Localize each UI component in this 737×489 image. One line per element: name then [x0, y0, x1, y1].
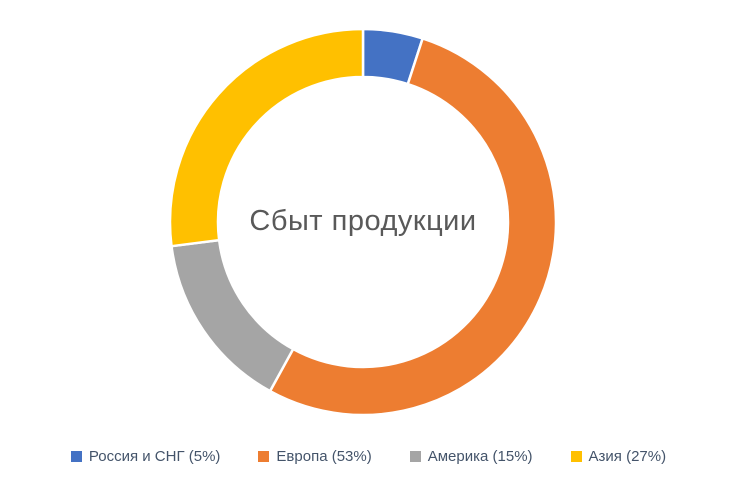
chart-title: Сбыт продукции — [249, 204, 477, 237]
legend-label: Европа (53%) — [276, 448, 372, 465]
legend-item-2: Европа (53%) — [258, 448, 372, 465]
legend-label: Америка (15%) — [427, 448, 533, 465]
legend-item-4: Азия (27%) — [570, 448, 667, 465]
legend-item-1: Россия и СНГ (5%) — [70, 448, 221, 465]
legend-swatch-icon — [409, 451, 421, 462]
donut-segment-4 — [168, 27, 365, 248]
legend-swatch-icon — [258, 451, 270, 462]
chart-legend: Россия и СНГ (5%) Европа (53%) Америка (15… — [0, 448, 737, 465]
legend-label: Россия и СНГ (5%) — [88, 448, 221, 465]
legend-swatch-icon — [70, 451, 82, 462]
donut-segment-2 — [268, 37, 558, 417]
legend-swatch-icon — [570, 451, 582, 462]
legend-label: Азия (27%) — [588, 448, 667, 465]
legend-item-3: Америка (15%) — [409, 448, 533, 465]
donut-segment-3 — [170, 238, 295, 393]
